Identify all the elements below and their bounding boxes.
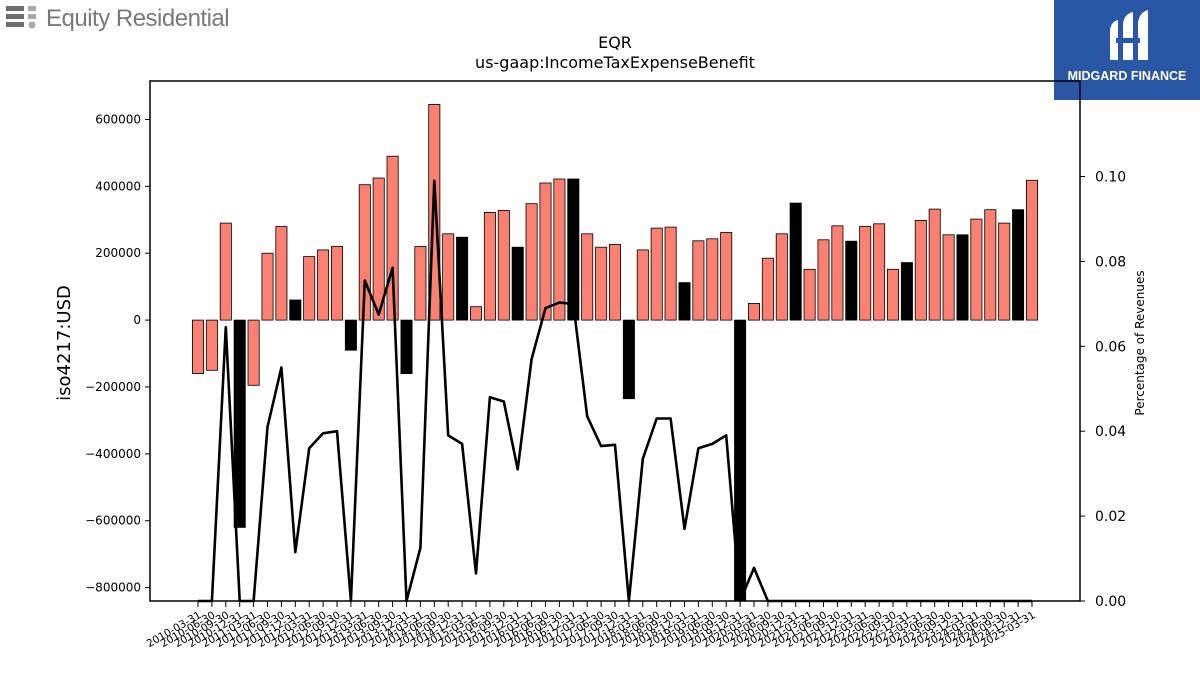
bar-2016-03-31 xyxy=(525,203,538,321)
y2-tick-label: 0.00 xyxy=(1095,594,1126,610)
bar-2020-12-31 xyxy=(789,202,802,321)
bar-2010-09-30 xyxy=(219,222,232,321)
midgard-logo-icon xyxy=(1110,10,1148,60)
x-axis-ticks: 2010-03-312010-06-302010-09-302010-12-31… xyxy=(145,601,1038,650)
bar-2018-03-31 xyxy=(636,249,649,321)
bar-2020-09-30 xyxy=(775,233,788,321)
right-axis-ticks: 0.00 0.02 0.04 0.06 0.08 0.10 xyxy=(1080,170,1126,610)
bar-2014-12-31 xyxy=(456,236,469,321)
bar-2017-12-31 xyxy=(622,319,635,400)
y2-tick-label: 0.02 xyxy=(1095,509,1126,525)
bar-2015-06-30 xyxy=(483,211,496,321)
bar-2022-03-31 xyxy=(859,226,872,321)
bar-2020-06-30 xyxy=(761,257,774,321)
bar-2024-03-31 xyxy=(970,218,983,321)
bar-2018-09-30 xyxy=(664,226,677,321)
bar-2013-06-30 xyxy=(372,177,385,321)
y-tick-label: −400000 xyxy=(85,447,141,461)
bar-2011-12-31 xyxy=(289,299,302,321)
bar-2014-03-31 xyxy=(414,246,427,321)
left-axis-ticks: −800000 −600000 −400000 −200000 0 200000 40000… xyxy=(85,112,150,595)
bar-2016-09-30 xyxy=(553,178,566,321)
y-tick-label: −200000 xyxy=(85,380,141,394)
bar-2013-03-31 xyxy=(358,184,371,321)
bar-2021-12-31 xyxy=(845,240,858,321)
bar-2019-06-30 xyxy=(706,238,719,321)
y2-axis-label: Percentage of Revenues xyxy=(1133,270,1147,415)
equity-residential-logo: Equity Residential xyxy=(0,0,240,40)
y-tick-label: 600000 xyxy=(95,112,141,126)
bar-2010-06-30 xyxy=(205,319,218,371)
bar-2024-09-30 xyxy=(998,222,1011,321)
y-tick-label: −800000 xyxy=(85,581,141,595)
bar-series xyxy=(191,104,1039,602)
bar-2014-09-30 xyxy=(442,233,455,321)
y-tick-label: 0 xyxy=(133,313,141,327)
y2-tick-label: 0.06 xyxy=(1095,339,1126,355)
bar-2022-09-30 xyxy=(887,268,900,321)
bar-2010-03-31 xyxy=(191,319,204,375)
bar-2019-09-30 xyxy=(720,232,733,321)
bar-2013-09-30 xyxy=(386,155,399,321)
bar-2022-12-31 xyxy=(900,262,913,321)
bar-2012-03-31 xyxy=(303,256,316,321)
plot-frame xyxy=(149,80,1081,602)
bar-2020-03-31 xyxy=(748,302,761,321)
y-tick-label: −600000 xyxy=(85,514,141,528)
right-brand-name: MIDGARD FINANCE xyxy=(1067,69,1187,83)
bar-2013-12-31 xyxy=(400,319,413,375)
bar-2015-09-30 xyxy=(497,209,510,321)
bar-2015-12-31 xyxy=(511,246,524,321)
bar-2024-06-30 xyxy=(984,209,997,321)
chart-title: EQR xyxy=(598,33,632,52)
y-tick-label: 400000 xyxy=(95,179,141,193)
midgard-finance-logo: MIDGARD FINANCE xyxy=(1054,0,1200,100)
bar-2021-03-31 xyxy=(803,268,816,321)
left-brand-name: Equity Residential xyxy=(46,5,230,32)
chart-subtitle: us-gaap:IncomeTaxExpenseBenefit xyxy=(475,53,755,72)
company-logo-icon xyxy=(6,6,36,29)
y-tick-label: 200000 xyxy=(95,246,141,260)
bar-2022-06-30 xyxy=(873,223,886,321)
bar-2016-12-31 xyxy=(567,178,580,321)
bar-2021-09-30 xyxy=(831,225,844,321)
bar-2023-03-31 xyxy=(914,219,927,321)
y2-tick-label: 0.10 xyxy=(1095,170,1126,186)
bar-2023-12-31 xyxy=(956,234,969,321)
bar-2012-06-30 xyxy=(317,249,330,321)
bar-2012-12-31 xyxy=(344,319,357,351)
bar-2011-06-30 xyxy=(261,252,274,321)
bar-2017-09-30 xyxy=(609,244,622,321)
y-axis-label: iso4217:USD xyxy=(54,285,75,401)
bar-2018-06-30 xyxy=(650,227,663,321)
bar-2024-12-31 xyxy=(1012,209,1025,321)
bar-2011-09-30 xyxy=(275,226,288,321)
percentage-line xyxy=(198,179,1032,603)
bar-2012-09-30 xyxy=(330,246,343,321)
bar-2010-12-31 xyxy=(233,319,246,528)
bar-2018-12-31 xyxy=(678,282,691,321)
bar-2015-03-31 xyxy=(469,306,482,321)
bar-2017-03-31 xyxy=(581,233,594,321)
bar-2021-06-30 xyxy=(817,239,830,321)
bar-2023-06-30 xyxy=(928,208,941,321)
bar-2017-06-30 xyxy=(595,246,608,321)
bar-2019-03-31 xyxy=(692,240,705,321)
bar-2025-03-31 xyxy=(1026,179,1039,321)
bar-2011-03-31 xyxy=(247,319,260,386)
y2-tick-label: 0.04 xyxy=(1095,424,1126,440)
bar-2023-09-30 xyxy=(942,234,955,321)
bar-2016-06-30 xyxy=(539,182,552,321)
y2-tick-label: 0.08 xyxy=(1095,254,1126,270)
